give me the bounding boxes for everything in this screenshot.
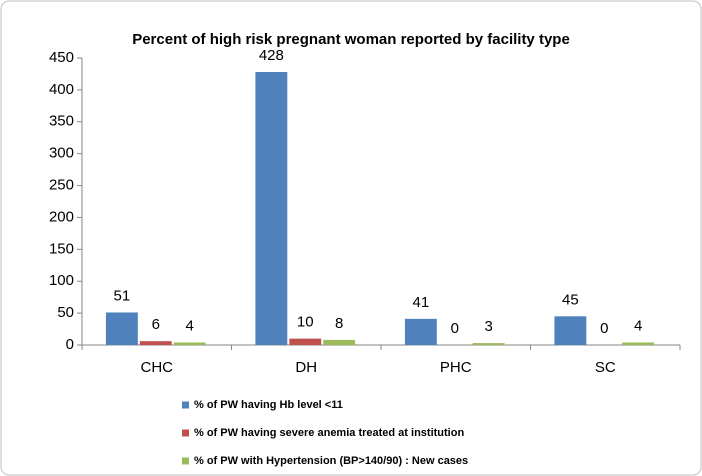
chart-title: Percent of high risk pregnant woman repo…: [132, 31, 570, 48]
x-tick-label: PHC: [440, 359, 472, 376]
y-tick-label: 450: [49, 49, 74, 66]
bar: [472, 343, 505, 345]
y-tick-label: 350: [49, 113, 74, 130]
data-label: 0: [451, 320, 459, 337]
legend-marker: [182, 401, 189, 409]
y-tick-label: 200: [49, 208, 74, 225]
legend-label: % of PW having severe anemia treated at …: [194, 427, 464, 439]
legend-marker: [182, 429, 189, 437]
data-label: 0: [600, 320, 608, 337]
bar: [554, 316, 587, 345]
legend-marker: [182, 457, 189, 465]
data-label: 3: [484, 318, 492, 335]
data-label: 8: [335, 315, 343, 332]
y-tick-label: 50: [57, 304, 74, 321]
bar: [622, 342, 655, 345]
bar: [289, 338, 322, 345]
y-tick-label: 250: [49, 177, 74, 194]
y-tick-label: 0: [66, 336, 74, 353]
data-label: 4: [185, 317, 193, 334]
y-tick-label: 400: [49, 81, 74, 98]
y-tick-label: 100: [49, 272, 74, 289]
bar: [323, 339, 356, 345]
data-label: 4: [634, 317, 642, 334]
data-label: 45: [562, 291, 579, 308]
data-label: 10: [297, 314, 314, 331]
bar: [105, 312, 138, 345]
bar: [404, 318, 437, 345]
bar: [255, 72, 288, 345]
data-label: 428: [259, 47, 284, 64]
y-tick-label: 150: [49, 240, 74, 257]
x-tick-label: CHC: [141, 359, 174, 376]
x-tick-label: DH: [295, 359, 317, 376]
legend-label: % of PW having Hb level <11: [194, 399, 343, 411]
data-label: 6: [152, 316, 160, 333]
data-label: 41: [413, 294, 430, 311]
x-tick-label: SC: [595, 359, 616, 376]
bar: [139, 341, 172, 345]
bar: [173, 342, 206, 345]
data-label: 51: [114, 287, 131, 304]
legend-label: % of PW with Hypertension (BP>140/90) : …: [194, 455, 468, 467]
y-tick-label: 300: [49, 145, 74, 162]
